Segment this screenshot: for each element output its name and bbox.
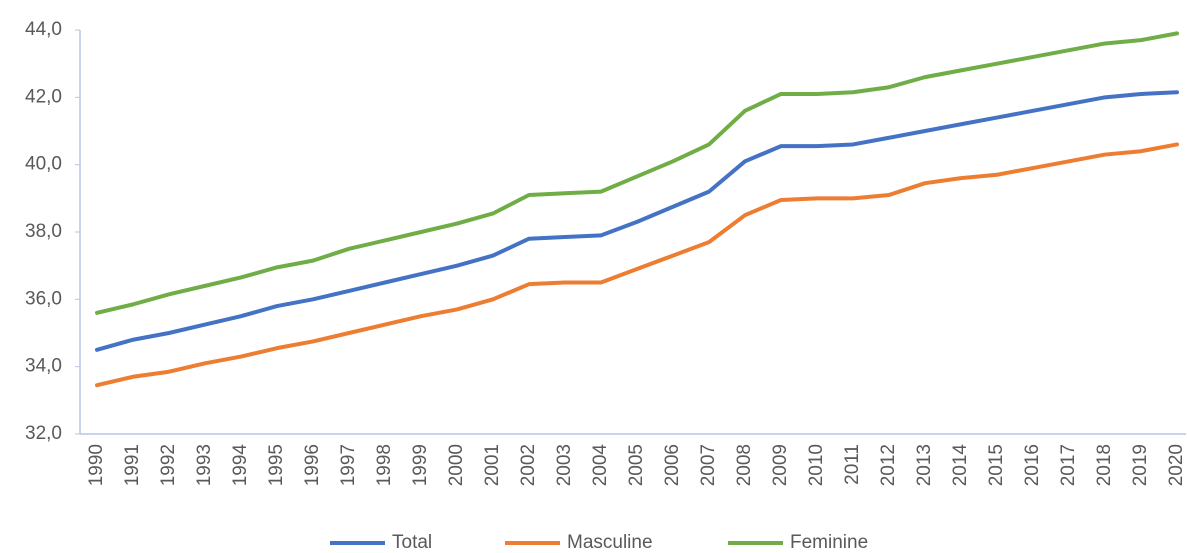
y-tick-label: 32,0 bbox=[25, 423, 62, 444]
x-tick-label: 1997 bbox=[338, 444, 359, 486]
x-tick-label: 1996 bbox=[302, 444, 323, 486]
y-tick-label: 38,0 bbox=[25, 221, 62, 242]
y-tick-label: 44,0 bbox=[25, 19, 62, 40]
x-tick-label: 1995 bbox=[266, 444, 287, 486]
x-tick-label: 2007 bbox=[698, 444, 719, 486]
legend-label: Feminine bbox=[790, 532, 868, 553]
x-tick-label: 2003 bbox=[554, 444, 575, 486]
series-line bbox=[95, 90, 1179, 352]
legend-label: Masculine bbox=[567, 532, 653, 553]
series-line bbox=[95, 142, 1179, 388]
x-tick-label: 2014 bbox=[950, 444, 971, 487]
x-tick-label: 1991 bbox=[122, 444, 143, 486]
x-tick-label: 2006 bbox=[662, 444, 683, 486]
x-tick-label: 2005 bbox=[626, 444, 647, 486]
x-tick-label: 2012 bbox=[878, 444, 899, 486]
x-tick-label: 1999 bbox=[410, 444, 431, 486]
x-tick-label: 2019 bbox=[1130, 444, 1151, 486]
x-tick-label: 2020 bbox=[1166, 444, 1187, 486]
y-tick-label: 36,0 bbox=[25, 288, 62, 309]
x-tick-label: 1990 bbox=[86, 444, 107, 486]
legend-label: Total bbox=[392, 532, 432, 553]
x-tick-label: 2017 bbox=[1058, 444, 1079, 486]
x-tick-label: 2011 bbox=[842, 444, 863, 485]
y-tick-label: 42,0 bbox=[25, 86, 62, 107]
x-tick-label: 2000 bbox=[446, 444, 467, 486]
x-tick-label: 1993 bbox=[194, 444, 215, 486]
x-tick-label: 2002 bbox=[518, 444, 539, 486]
x-tick-label: 2016 bbox=[1022, 444, 1043, 486]
x-tick-label: 2008 bbox=[734, 444, 755, 486]
x-tick-label: 2001 bbox=[482, 444, 503, 486]
x-tick-label: 2009 bbox=[770, 444, 791, 486]
x-tick-label: 2010 bbox=[806, 444, 827, 486]
x-tick-label: 2004 bbox=[590, 444, 611, 487]
y-tick-label: 40,0 bbox=[25, 154, 62, 175]
y-tick-label: 34,0 bbox=[25, 356, 62, 377]
x-tick-label: 1998 bbox=[374, 444, 395, 486]
x-tick-label: 1992 bbox=[158, 444, 179, 486]
series-line bbox=[95, 31, 1179, 315]
x-tick-label: 2018 bbox=[1094, 444, 1115, 486]
x-tick-label: 1994 bbox=[230, 444, 251, 487]
x-tick-label: 2013 bbox=[914, 444, 935, 486]
x-tick-label: 2015 bbox=[986, 444, 1007, 486]
